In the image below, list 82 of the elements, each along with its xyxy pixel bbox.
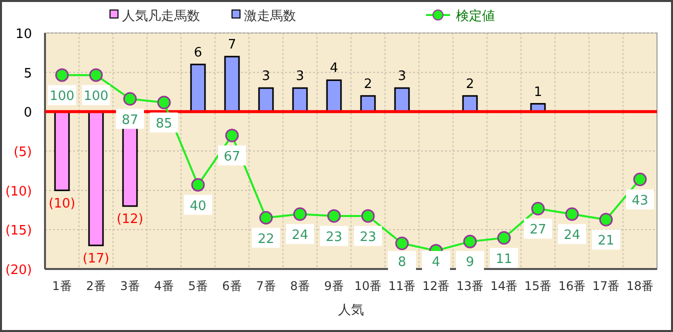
point [157, 96, 171, 110]
data-label: 8 [398, 255, 406, 270]
bar [224, 56, 240, 112]
x-axis-title: 人気 [338, 303, 364, 318]
bar [292, 87, 308, 112]
data-label: 1 [534, 84, 542, 100]
legend-label: 激走馬数 [244, 9, 296, 24]
point [123, 92, 137, 106]
x-tick-label: 3番 [120, 279, 140, 293]
x-tick-label: 9番 [324, 279, 344, 293]
x-tick-label: 2番 [86, 279, 106, 293]
x-tick-label: 12番 [422, 279, 450, 293]
bar [394, 87, 410, 112]
x-tick-label: 17番 [592, 279, 620, 293]
x-tick-label: 15番 [524, 279, 552, 293]
x-tick-label: 16番 [558, 279, 586, 293]
data-label: 4 [330, 61, 338, 76]
point [327, 209, 341, 223]
x-tick-label: 6番 [222, 279, 242, 293]
x-tick-label: 11番 [388, 279, 416, 293]
data-label: 85 [156, 116, 172, 132]
y-tick-label: 10 [15, 27, 32, 42]
data-label: 7 [228, 38, 236, 53]
x-tick-label: 10番 [354, 279, 382, 293]
point [89, 68, 103, 82]
point [293, 207, 307, 221]
point [531, 202, 545, 216]
point [565, 207, 579, 221]
data-label: 2 [466, 76, 474, 92]
point [55, 68, 69, 82]
point [361, 209, 375, 223]
data-label: 21 [598, 234, 614, 249]
point [191, 178, 205, 192]
data-label: 27 [530, 222, 546, 238]
point [395, 236, 409, 250]
x-tick-label: 8番 [290, 279, 310, 293]
data-label: 100 [50, 89, 74, 104]
legend-label: 人気凡走馬数 [122, 9, 200, 24]
data-label: 40 [190, 198, 206, 214]
bar [190, 64, 206, 112]
data-label: 23 [360, 230, 376, 245]
point [633, 172, 647, 186]
data-label: 87 [122, 112, 138, 128]
point [497, 231, 511, 245]
data-label: 43 [632, 193, 648, 208]
x-tick-label: 18番 [626, 279, 654, 293]
data-label: 3 [296, 69, 304, 84]
data-label: 6 [194, 45, 202, 60]
data-label: (10) [48, 196, 76, 212]
y-tick-label: (15) [5, 224, 32, 239]
data-label: 3 [398, 69, 406, 84]
data-label: 4 [432, 255, 440, 270]
x-tick-label: 13番 [456, 279, 484, 293]
x-tick-label: 1番 [52, 279, 72, 293]
data-label: 22 [258, 232, 274, 247]
bar [258, 87, 274, 112]
data-label: 9 [466, 255, 474, 270]
point [463, 234, 477, 248]
data-label: (12) [116, 212, 144, 228]
legend-label: 検定値 [456, 9, 495, 24]
point [599, 212, 613, 226]
x-tick-label: 5番 [188, 279, 208, 293]
x-tick-label: 4番 [154, 279, 174, 293]
data-label: 11 [496, 252, 512, 267]
point [225, 128, 239, 142]
y-tick-label: (20) [5, 263, 32, 278]
data-label: 100 [84, 89, 108, 104]
y-tick-label: (10) [5, 184, 32, 200]
data-label: 2 [364, 76, 372, 92]
x-tick-label: 7番 [256, 279, 276, 293]
y-tick-label: 0 [24, 106, 32, 121]
y-tick-label: 5 [24, 66, 32, 82]
data-label: 67 [224, 149, 240, 164]
bar [326, 79, 342, 112]
data-label: 24 [292, 228, 308, 244]
data-label: 23 [326, 230, 342, 245]
y-tick-label: (5) [14, 145, 32, 160]
data-label: 24 [564, 228, 580, 244]
x-tick-label: 14番 [490, 279, 518, 293]
point [259, 211, 273, 225]
data-label: 3 [262, 69, 270, 84]
data-label: (17) [82, 251, 110, 266]
